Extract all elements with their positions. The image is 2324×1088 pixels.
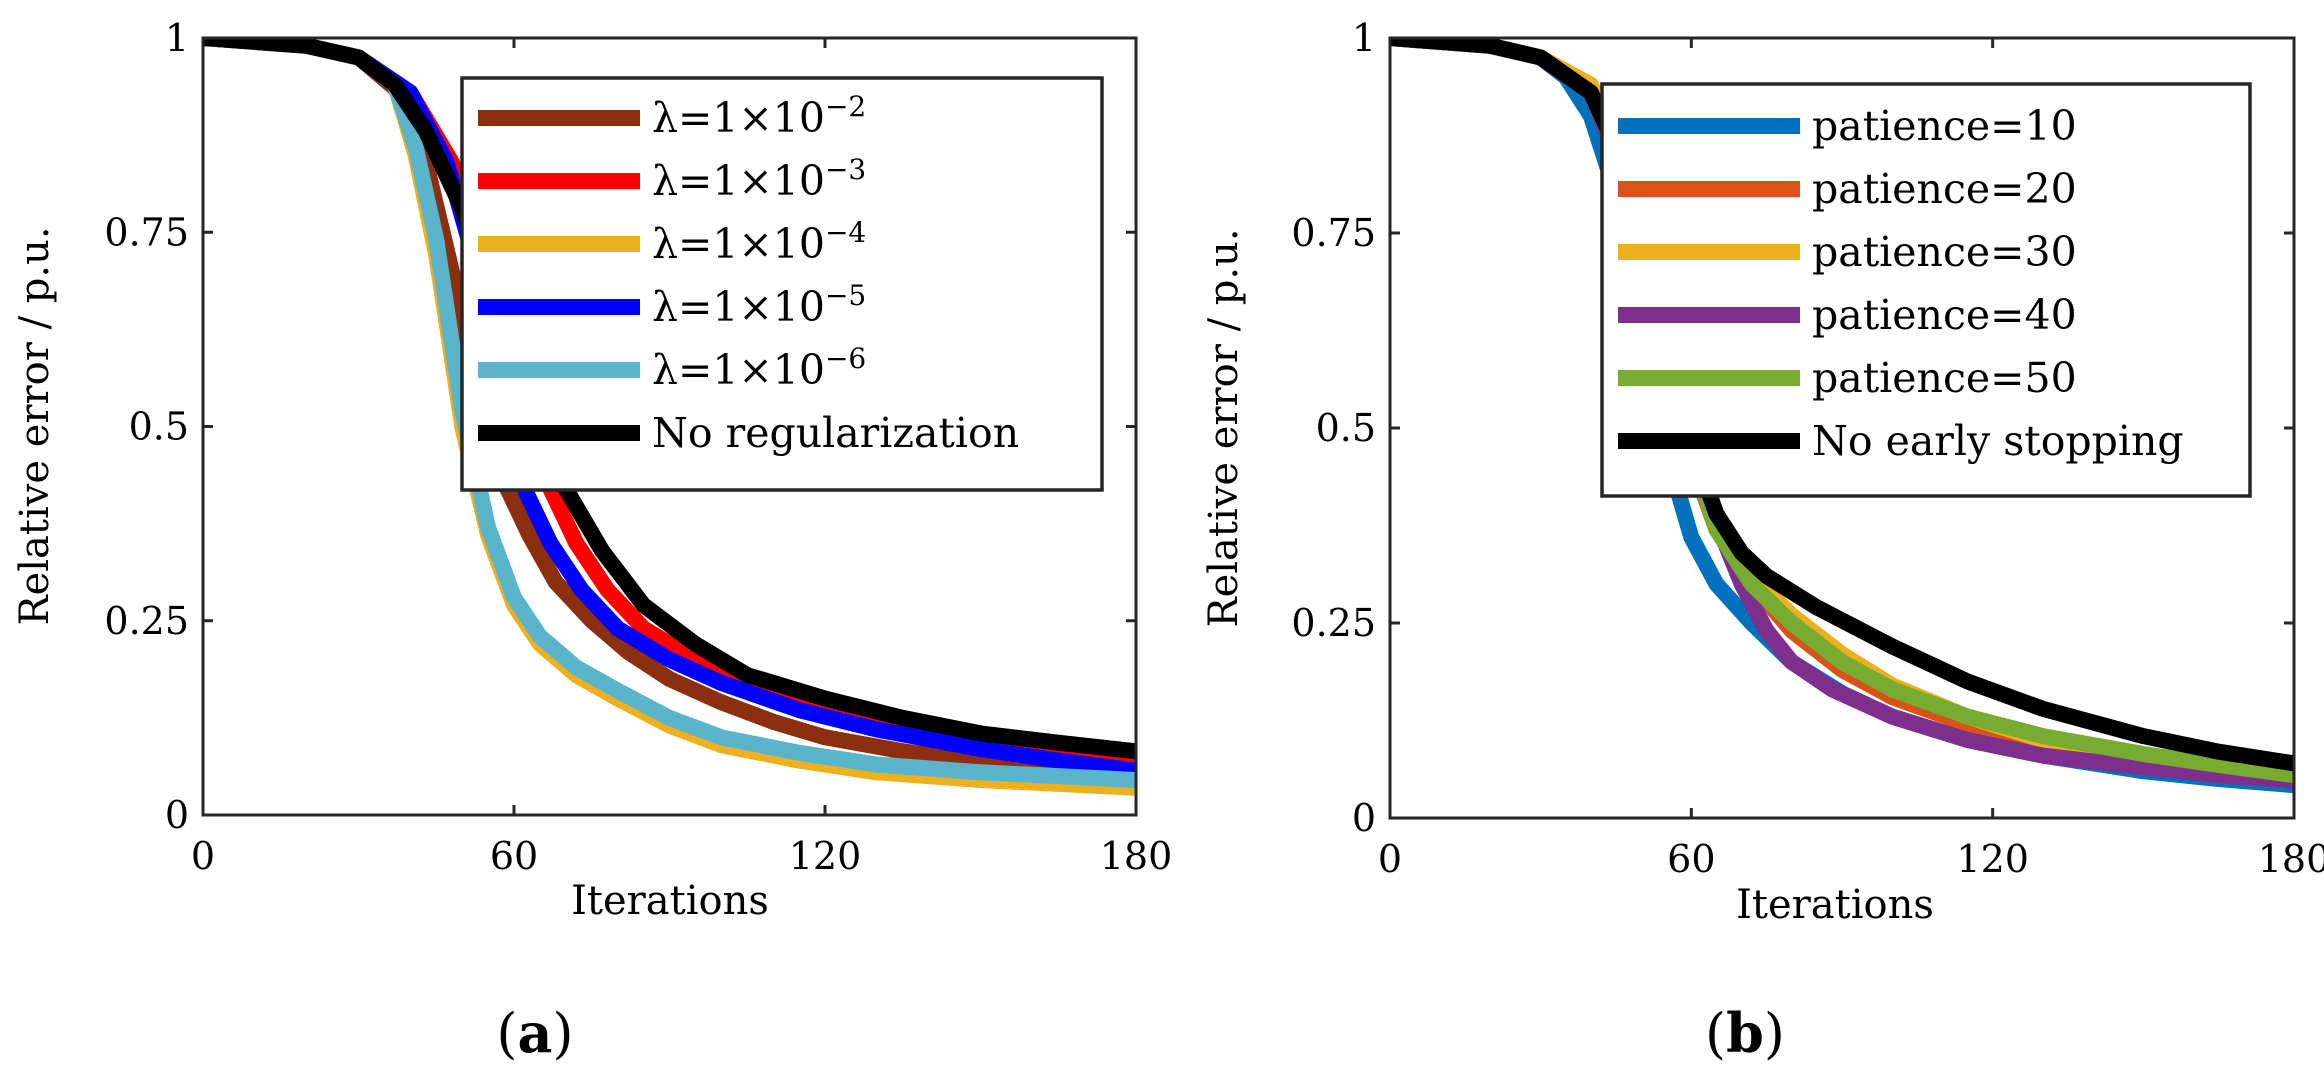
panel-a-caption: (a) xyxy=(496,1001,573,1065)
panel-a-legend-label-2: λ=1×10−3 xyxy=(652,153,866,205)
panel-b-legend-box xyxy=(1600,82,2252,498)
panel-a-legend-label-6: No regularization xyxy=(652,409,1019,457)
panel-a-legend-box xyxy=(460,76,1104,492)
panel-a-x-tick-label: 120 xyxy=(789,834,862,878)
legend-label-base: λ=1×10 xyxy=(652,283,825,331)
panel-a-lines xyxy=(203,38,1136,796)
panel-b-y-tick-label: 1 xyxy=(1352,16,1376,60)
panel-b-legend-label-4: patience=40 xyxy=(1812,291,2077,339)
panel-b-caption: (b) xyxy=(1705,1001,1785,1065)
panel-a-legend-label-3: λ=1×10−4 xyxy=(652,216,866,268)
panel-b-legend-label-3: patience=30 xyxy=(1812,228,2077,276)
legend-label-exponent: −6 xyxy=(825,342,866,375)
legend-label-base: λ=1×10 xyxy=(652,346,825,394)
panel-b-legend-label-2: patience=20 xyxy=(1812,165,2077,213)
panel-b-x-tick-label: 180 xyxy=(2258,837,2324,881)
legend-label-base: λ=1×10 xyxy=(652,157,825,205)
panel-b-lines xyxy=(1390,38,2294,794)
panel-b-y-tick-label: 0.25 xyxy=(1291,601,1376,645)
panel-b-y-axis-label: Relative error / p.u. xyxy=(1201,228,1247,627)
panel-b-y-tick-label: 0.75 xyxy=(1291,211,1376,255)
panel-b-y-tick-label: 0 xyxy=(1352,796,1376,840)
panel-a-legend-label-4: λ=1×10−5 xyxy=(652,279,866,331)
panel-b-caption-letter: b xyxy=(1726,1001,1764,1065)
panel-a-x-tick-label: 0 xyxy=(191,834,215,878)
legend-label-exponent: −4 xyxy=(825,216,866,249)
panel-a-y-tick-label: 0.75 xyxy=(104,210,189,254)
legend-label-exponent: −2 xyxy=(825,90,866,123)
panel-b-legend: patience=10 patience=20 patience=30 patienc… xyxy=(1600,82,2252,498)
panel-b-legend-label-6: No early stopping xyxy=(1812,417,2184,465)
panel-b-caption-close: ) xyxy=(1764,1002,1785,1065)
panel-b-legend-label-5: patience=50 xyxy=(1812,354,2077,402)
panel-a-ticks: 0 60 120 180 0 0.25 0.5 0.75 1 xyxy=(104,16,1172,878)
legend-label-exponent: −5 xyxy=(825,279,866,312)
legend-label-exponent: −3 xyxy=(825,153,866,186)
panel-a-y-tick-label: 0.25 xyxy=(104,599,189,643)
panel-b-y-tick-label: 0.5 xyxy=(1316,406,1376,450)
panel-b-x-tick-label: 60 xyxy=(1667,837,1715,881)
panel-b-caption-open: ( xyxy=(1705,1002,1726,1065)
panel-b-ticks: 0 60 120 180 0 0.25 0.5 0.75 1 xyxy=(1291,16,2324,881)
panel-a-x-axis-label: Iterations xyxy=(571,878,769,924)
panel-a-y-tick-label: 1 xyxy=(165,16,189,60)
panel-a-series-line-6 xyxy=(203,38,1136,760)
panel-a-caption-open: ( xyxy=(496,1002,517,1065)
panel-b-legend-label-1: patience=10 xyxy=(1812,102,2077,150)
panel-a-y-tick-label: 0.5 xyxy=(129,405,189,449)
panel-a-legend-label-1: λ=1×10−2 xyxy=(652,90,866,142)
panel-a-caption-close: ) xyxy=(553,1002,574,1065)
panel-a-caption-letter: a xyxy=(518,1001,553,1065)
panel-a-x-tick-label: 180 xyxy=(1100,834,1173,878)
panel-a-y-axis-label: Relative error / p.u. xyxy=(12,226,58,625)
panel-b-x-tick-label: 120 xyxy=(1956,837,2029,881)
panel-a-x-tick-label: 60 xyxy=(490,834,538,878)
panel-b-x-tick-label: 0 xyxy=(1378,837,1402,881)
panel-b-series-line-6 xyxy=(1390,38,2294,772)
legend-label-base: λ=1×10 xyxy=(652,94,825,142)
panel-b-x-axis-label: Iterations xyxy=(1736,882,1934,928)
panel-a: 0 60 120 180 0 0.25 0.5 0.75 1 Iterations Relati… xyxy=(12,16,1172,1065)
panel-a-legend: λ=1×10−2λ=1×10−3λ=1×10−4λ=1×10−5λ=1×10−6… xyxy=(460,76,1104,492)
panel-a-y-tick-label: 0 xyxy=(165,793,189,837)
panel-a-legend-label-5: λ=1×10−6 xyxy=(652,342,866,394)
panel-b: 0 60 120 180 0 0.25 0.5 0.75 1 Iterations Relati… xyxy=(1201,16,2324,1065)
legend-label-base: λ=1×10 xyxy=(652,220,825,268)
